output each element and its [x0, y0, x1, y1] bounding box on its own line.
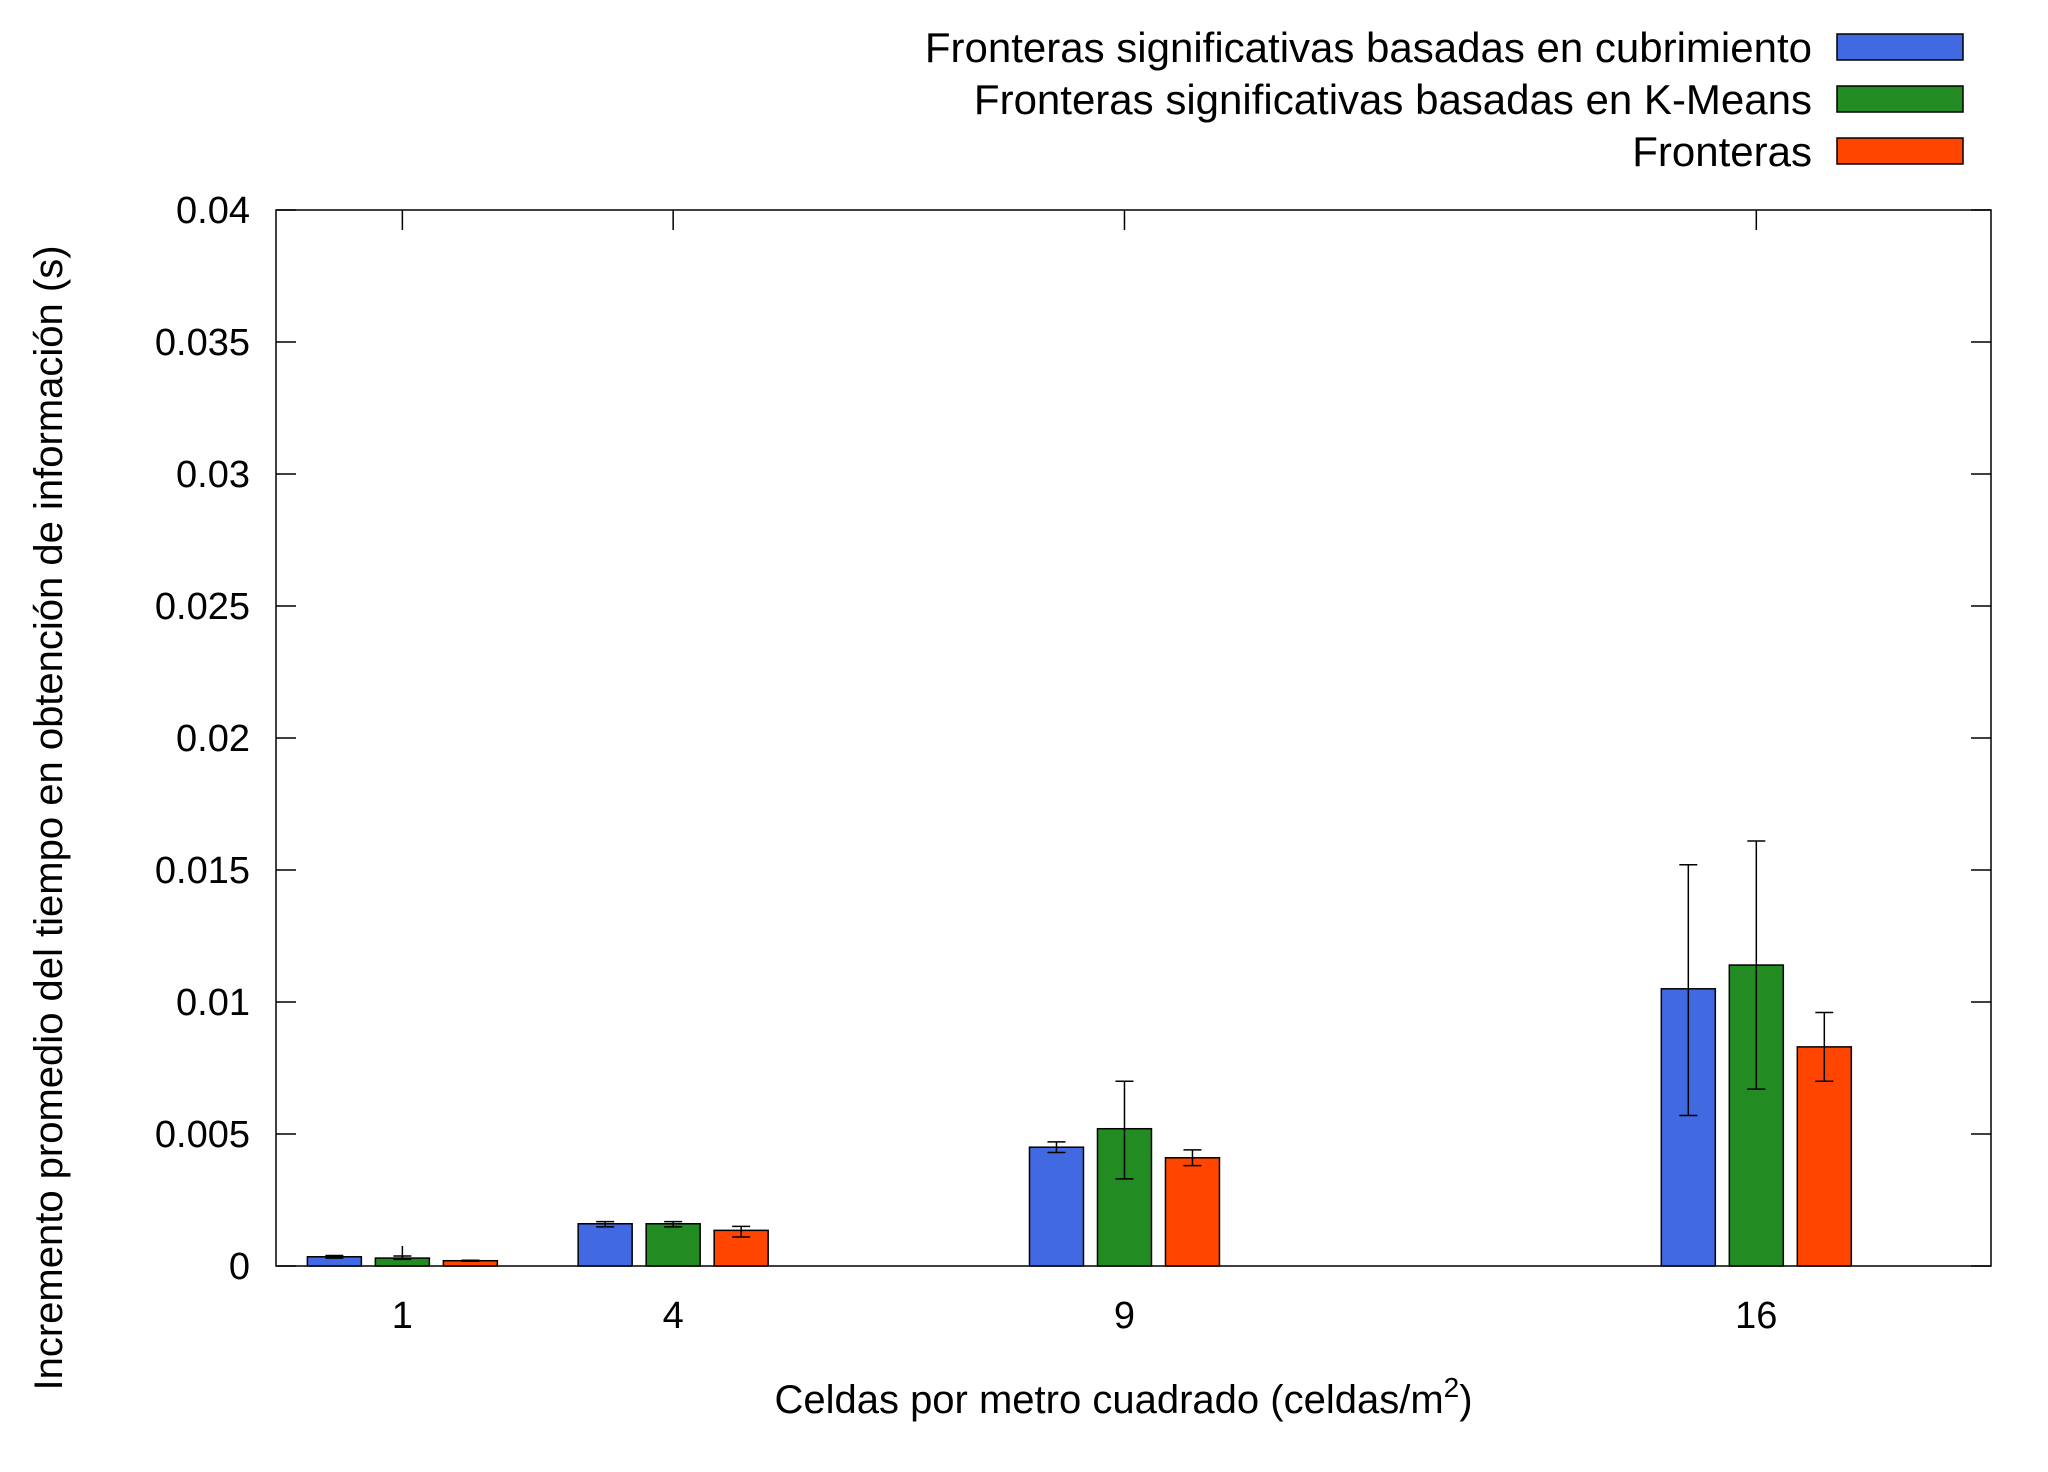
- axis-ticks: 0 0.005 0.01 0.015 0.02 0.025 0.03 0.035 0.04 1 4 9…: [155, 190, 1991, 1337]
- legend-swatch: [1836, 85, 1964, 113]
- x-tick-label: 4: [663, 1295, 684, 1337]
- y-tick-label: 0.01: [176, 982, 250, 1024]
- y-tick-label: 0.005: [155, 1114, 250, 1156]
- x-axis-title: Celdas por metro cuadrado (celdas/m2): [774, 1372, 1472, 1422]
- legend-swatch: [1836, 137, 1964, 165]
- x-axis-title-main: Celdas por metro cuadrado (celdas/m: [774, 1378, 1443, 1422]
- y-tick-label: 0.02: [176, 718, 250, 760]
- y-tick-label: 0.025: [155, 586, 250, 628]
- y-tick-label: 0.015: [155, 850, 250, 892]
- legend-label: Fronteras significativas basadas en K-Me…: [974, 76, 1812, 123]
- x-tick-label: 9: [1114, 1295, 1135, 1337]
- bar: [1796, 1046, 1853, 1267]
- legend-swatch: [1836, 33, 1964, 61]
- x-tick-label: 1: [392, 1295, 413, 1337]
- y-axis-title: Incremento promedio del tiempo en obtenc…: [27, 245, 71, 1390]
- x-axis-title-superscript: 2: [1444, 1372, 1460, 1403]
- y-tick-label: 0: [229, 1246, 250, 1288]
- bar: [577, 1223, 633, 1267]
- bar: [645, 1223, 701, 1267]
- y-tick-label: 0.04: [176, 190, 250, 232]
- bars: [306, 964, 1853, 1267]
- x-axis-title-suffix: ): [1459, 1378, 1472, 1422]
- bar: [1164, 1157, 1221, 1267]
- bar: [1028, 1146, 1085, 1267]
- x-tick-label: 16: [1735, 1295, 1777, 1337]
- legend-label: Fronteras: [1632, 128, 1812, 175]
- y-tick-label: 0.03: [176, 454, 250, 496]
- legend: Fronteras significativas basadas en cubr…: [925, 24, 1964, 175]
- legend-label: Fronteras significativas basadas en cubr…: [925, 24, 1812, 71]
- error-bars: [325, 840, 1834, 1262]
- y-tick-label: 0.035: [155, 322, 250, 364]
